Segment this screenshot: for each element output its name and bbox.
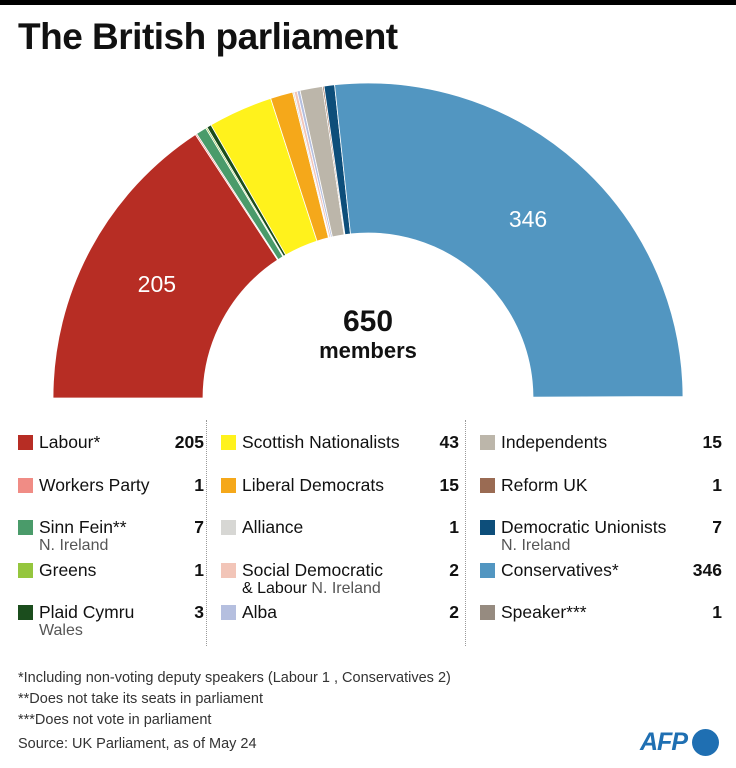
legend-label: Social Democratic bbox=[242, 560, 384, 580]
legend-label: Conservatives* bbox=[501, 560, 619, 580]
legend-item-speaker: Speaker*** 1 bbox=[480, 590, 722, 630]
legend-item-greens: Greens 1 bbox=[18, 548, 204, 588]
legend-seats: 7 bbox=[194, 517, 204, 537]
legend-seats: 7 bbox=[712, 517, 722, 537]
legend-label: Plaid Cymru bbox=[39, 602, 135, 622]
slice-value-label: 205 bbox=[138, 271, 176, 297]
legend-label: Independents bbox=[501, 432, 608, 452]
parliament-half-donut: 205 346 650 members bbox=[52, 82, 684, 399]
legend-swatch bbox=[480, 605, 495, 620]
legend-seats: 1 bbox=[712, 602, 722, 622]
legend-item-workers-party: Workers Party 1 bbox=[18, 463, 204, 503]
legend-item-liberal-democrats: Liberal Democrats 15 bbox=[221, 463, 459, 503]
legend-swatch bbox=[221, 478, 236, 493]
legend-sublabel: N. Ireland bbox=[311, 580, 381, 597]
legend-item-alba: Alba 2 bbox=[221, 590, 459, 630]
legend-label: Workers Party bbox=[39, 475, 150, 495]
footnote: *Including non-voting deputy speakers (L… bbox=[18, 670, 451, 686]
legend-item-conservatives: Conservatives* 346 bbox=[480, 548, 722, 588]
legend-swatch bbox=[221, 563, 236, 578]
legend-seats: 2 bbox=[449, 560, 459, 580]
slice-labour bbox=[52, 133, 279, 399]
footnotes: *Including non-voting deputy speakers (L… bbox=[18, 668, 451, 731]
legend-label: Scottish Nationalists bbox=[242, 432, 400, 452]
chart-title: The British parliament bbox=[18, 16, 398, 57]
legend-column-3: Independents 15 Reform UK 1 Democratic U… bbox=[465, 420, 722, 646]
legend-swatch bbox=[480, 563, 495, 578]
legend-seats: 1 bbox=[712, 475, 722, 495]
legend-seats: 2 bbox=[449, 602, 459, 622]
legend-seats: 1 bbox=[194, 560, 204, 580]
legend-label: Alliance bbox=[242, 517, 304, 537]
center-total: 650 bbox=[343, 305, 393, 338]
legend-item-sinn-fein: Sinn Fein** N. Ireland 7 bbox=[18, 505, 204, 554]
legend-item-alliance: Alliance 1 bbox=[221, 505, 459, 545]
legend-label: Alba bbox=[242, 602, 278, 622]
legend-swatch bbox=[18, 435, 33, 450]
afp-logo-dot bbox=[692, 729, 719, 756]
legend-label: Liberal Democrats bbox=[242, 475, 384, 495]
legend-sublabel: N. Ireland bbox=[501, 537, 571, 554]
legend: Labour* 205 Workers Party 1 Sinn Fein** … bbox=[0, 420, 736, 650]
legend-label: Reform UK bbox=[501, 475, 588, 495]
legend-swatch bbox=[18, 520, 33, 535]
legend-item-sdlp: Social Democratic & Labour N. Ireland 2 bbox=[221, 548, 459, 597]
legend-seats: 3 bbox=[194, 602, 204, 622]
footnote: ***Does not vote in parliament bbox=[18, 712, 212, 728]
legend-sublabel: N. Ireland bbox=[39, 537, 109, 554]
legend-swatch bbox=[18, 605, 33, 620]
legend-swatch bbox=[18, 563, 33, 578]
legend-item-reform-uk: Reform UK 1 bbox=[480, 463, 722, 503]
legend-seats: 1 bbox=[194, 475, 204, 495]
legend-column-1: Labour* 205 Workers Party 1 Sinn Fein** … bbox=[18, 420, 204, 646]
legend-seats: 43 bbox=[439, 432, 459, 452]
slice-conservatives bbox=[334, 82, 684, 398]
legend-label: Greens bbox=[39, 560, 97, 580]
legend-swatch bbox=[221, 520, 236, 535]
legend-item-plaid-cymru: Plaid Cymru Wales 3 bbox=[18, 590, 204, 639]
footnote: **Does not take its seats in parliament bbox=[18, 691, 264, 707]
center-label: members bbox=[319, 338, 417, 363]
afp-logo-text: AFP bbox=[640, 728, 688, 756]
legend-item-scottish-nationalists: Scottish Nationalists 43 bbox=[221, 420, 459, 460]
afp-logo: AFP bbox=[640, 728, 722, 756]
legend-swatch bbox=[480, 435, 495, 450]
legend-column-2: Scottish Nationalists 43 Liberal Democra… bbox=[206, 420, 459, 646]
legend-swatch bbox=[480, 478, 495, 493]
top-rule bbox=[0, 0, 736, 5]
legend-label-line2-text: & Labour bbox=[242, 580, 307, 597]
legend-item-democratic-unionists: Democratic Unionists N. Ireland 7 bbox=[480, 505, 722, 554]
legend-swatch bbox=[221, 605, 236, 620]
slice-value-label: 346 bbox=[509, 206, 547, 232]
legend-swatch bbox=[18, 478, 33, 493]
legend-seats: 346 bbox=[692, 560, 722, 580]
legend-swatch bbox=[480, 520, 495, 535]
legend-label: Labour* bbox=[39, 432, 101, 452]
legend-seats: 15 bbox=[439, 475, 459, 495]
legend-seats: 1 bbox=[449, 517, 459, 537]
legend-item-independents: Independents 15 bbox=[480, 420, 722, 460]
legend-item-labour: Labour* 205 bbox=[18, 420, 204, 460]
legend-label: Speaker*** bbox=[501, 602, 587, 622]
legend-label-line2: & Labour N. Ireland bbox=[242, 579, 381, 599]
legend-label: Democratic Unionists bbox=[501, 517, 667, 537]
legend-label: Sinn Fein** bbox=[39, 517, 127, 537]
legend-sublabel: Wales bbox=[39, 622, 83, 639]
legend-swatch bbox=[221, 435, 236, 450]
source-note: Source: UK Parliament, as of May 24 bbox=[18, 736, 257, 752]
legend-seats: 15 bbox=[702, 432, 722, 452]
legend-seats: 205 bbox=[174, 432, 204, 452]
